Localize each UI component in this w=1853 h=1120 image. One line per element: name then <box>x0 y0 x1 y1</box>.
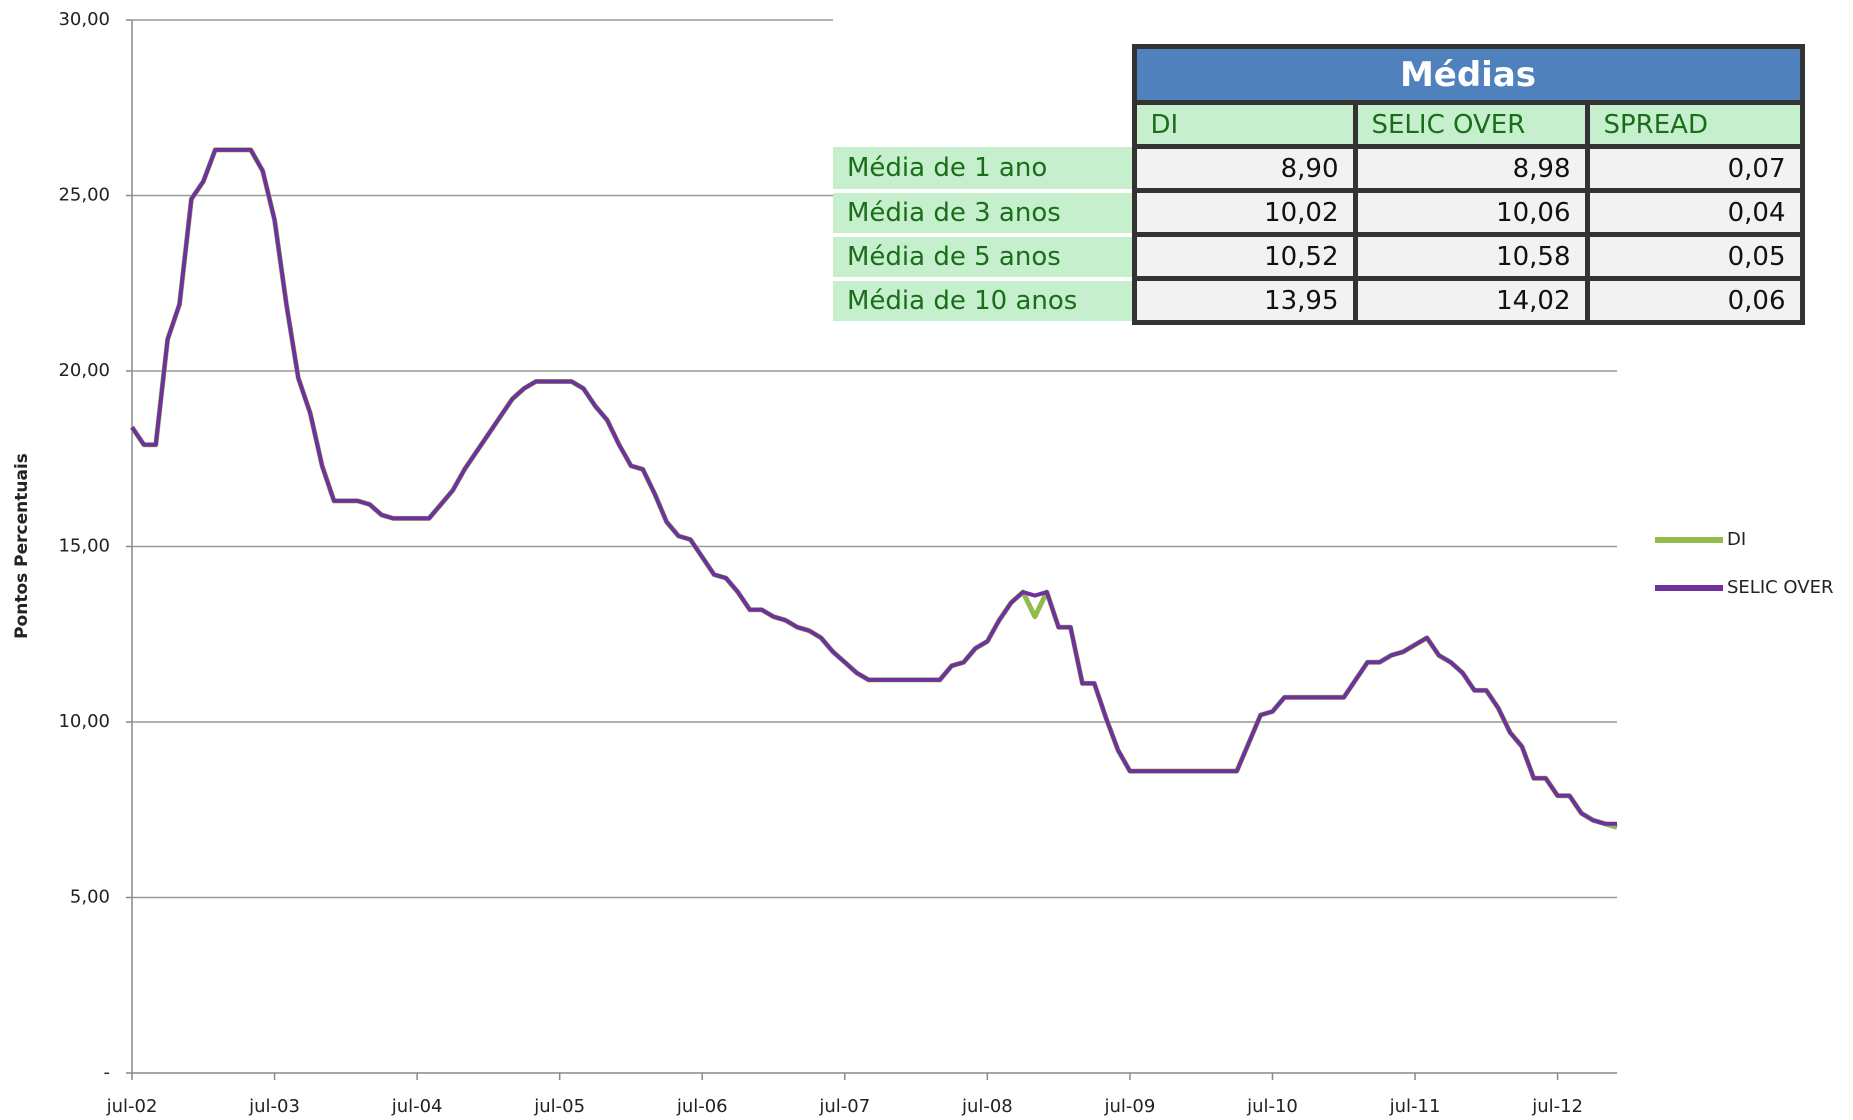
header-row: DI SELIC OVER SPREAD <box>833 100 1805 149</box>
x-tick-label: jul-11 <box>1389 1096 1441 1117</box>
averages-table: Médias DI SELIC OVER SPREAD Média de 1 ano 8,… <box>833 44 1805 325</box>
value-cell: 0,05 <box>1584 232 1805 281</box>
table-title: Médias <box>1131 44 1805 105</box>
y-tick-label: 5,00 <box>70 887 110 908</box>
x-tick-label: jul-08 <box>961 1096 1013 1117</box>
value-cell: 0,06 <box>1584 276 1805 325</box>
value-cell: 0,07 <box>1584 144 1805 193</box>
y-tick-label: 25,00 <box>58 185 110 206</box>
row-label: Média de 1 ano <box>833 146 1137 193</box>
value-cell: 8,98 <box>1352 144 1590 193</box>
series-line <box>130 147 1617 826</box>
row-label: Média de 5 anos <box>833 234 1137 281</box>
data-row: Média de 10 anos 13,95 14,02 0,06 <box>833 276 1805 325</box>
data-row: Média de 5 anos 10,52 10,58 0,05 <box>833 232 1805 281</box>
x-tick-label: jul-07 <box>818 1096 870 1117</box>
title-row: Médias <box>833 44 1805 105</box>
legend-label: SELIC OVER <box>1727 577 1833 598</box>
value-cell: 14,02 <box>1352 276 1590 325</box>
x-tick-label: jul-03 <box>248 1096 300 1117</box>
x-tick-label: jul-09 <box>1104 1096 1156 1117</box>
column-header: DI <box>1131 100 1358 149</box>
column-header: SELIC OVER <box>1352 100 1590 149</box>
value-cell: 8,90 <box>1131 144 1358 193</box>
x-tick-label: jul-05 <box>533 1096 585 1117</box>
blank-cell <box>833 103 1134 147</box>
value-cell: 10,58 <box>1352 232 1590 281</box>
x-tick-label: jul-10 <box>1246 1096 1298 1117</box>
y-tick-label: - <box>104 1062 111 1083</box>
x-tick-label: jul-12 <box>1531 1096 1583 1117</box>
value-cell: 0,04 <box>1584 188 1805 237</box>
x-tick-label: jul-06 <box>676 1096 728 1117</box>
value-cell: 13,95 <box>1131 276 1358 325</box>
y-tick-label: 20,00 <box>58 360 110 381</box>
data-row: Média de 1 ano 8,90 8,98 0,07 <box>833 144 1805 193</box>
row-label: Média de 3 anos <box>833 190 1137 237</box>
y-axis-label: Pontos Percentuais <box>12 453 32 639</box>
value-cell: 10,06 <box>1352 188 1590 237</box>
y-tick-label: 15,00 <box>58 536 110 557</box>
y-tick-label: 10,00 <box>58 711 110 732</box>
x-tick-label: jul-04 <box>391 1096 443 1117</box>
column-header: SPREAD <box>1584 100 1805 149</box>
row-label: Média de 10 anos <box>833 278 1137 325</box>
y-tick-label: 30,00 <box>58 9 110 30</box>
value-cell: 10,02 <box>1131 188 1358 237</box>
legend-label: DI <box>1727 529 1746 550</box>
value-cell: 10,52 <box>1131 232 1358 281</box>
x-tick-label: jul-02 <box>106 1096 158 1117</box>
blank-cell <box>833 47 1134 103</box>
data-row: Média de 3 anos 10,02 10,06 0,04 <box>833 188 1805 237</box>
